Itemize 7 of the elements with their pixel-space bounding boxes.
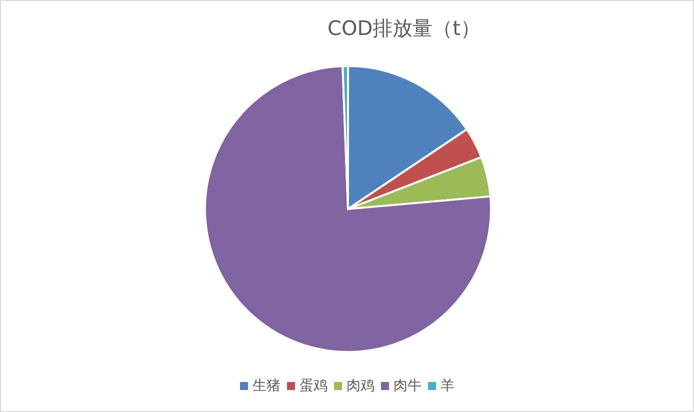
legend-label: 肉牛 [394, 377, 422, 395]
legend-label: 生猪 [252, 377, 280, 395]
legend-label: 蛋鸡 [300, 377, 328, 395]
legend-label: 羊 [440, 377, 454, 395]
chart-title: COD排放量（t） [326, 15, 482, 42]
legend-label: 肉鸡 [346, 377, 374, 395]
pie-slice [204, 65, 492, 353]
